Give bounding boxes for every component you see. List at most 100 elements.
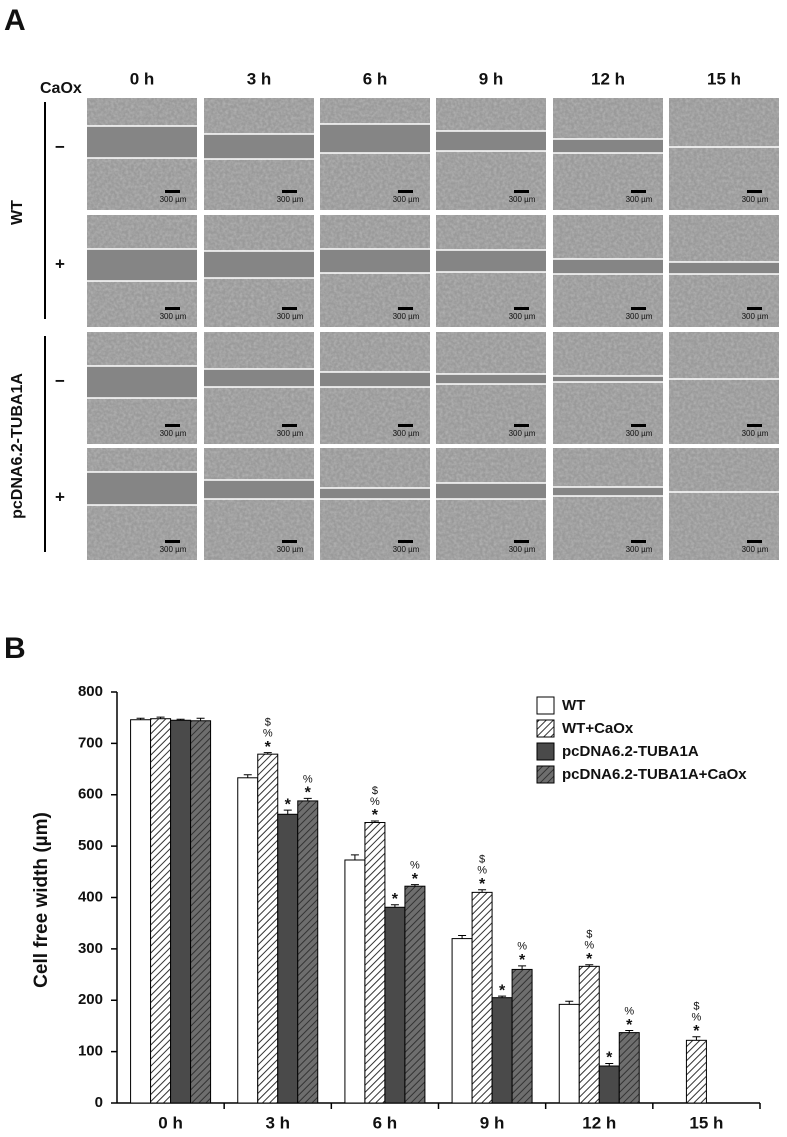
bar (170, 719, 192, 1104)
scale-label: 300 µm (160, 545, 187, 554)
bar (190, 720, 212, 1104)
bar (237, 777, 259, 1104)
bar (491, 997, 513, 1104)
error-bar (498, 995, 507, 998)
y-tick-label: 600 (78, 786, 103, 803)
y-tick-label: 100 (78, 1043, 103, 1060)
scale-label: 300 µm (277, 429, 304, 438)
panel-label: B (4, 632, 26, 665)
y-tick-label: 300 (78, 940, 103, 957)
y-tick-label: 200 (78, 991, 103, 1008)
bar (130, 719, 152, 1104)
significance-mark: * (265, 739, 272, 756)
row-label: + (55, 487, 65, 506)
wound-gap (553, 259, 663, 274)
scale-label: 300 µm (626, 312, 653, 321)
error-bar (136, 717, 145, 720)
scale-bar (631, 540, 646, 543)
scale-bar (165, 424, 180, 427)
scale-label: 300 µm (742, 195, 769, 204)
scale-label: 300 µm (626, 429, 653, 438)
wound-gap (436, 374, 546, 384)
scale-bar (282, 540, 297, 543)
significance-mark: * (479, 876, 486, 893)
bar (511, 968, 533, 1104)
legend-swatch (536, 765, 555, 784)
legend-label: pcDNA6.2-TUBA1A+CaOx (562, 766, 747, 783)
error-bar (156, 716, 165, 719)
error-bar (196, 717, 205, 721)
group-label: pcDNA6.2-TUBA1A (9, 373, 26, 519)
micrograph-texture (553, 448, 663, 560)
error-bar (625, 1030, 634, 1033)
x-tick-label: 12 h (582, 1113, 616, 1132)
error-bar (303, 797, 312, 801)
bar (618, 1032, 640, 1104)
legend-label: WT+CaOx (562, 720, 634, 737)
error-bar (370, 820, 379, 823)
wound-gap (553, 139, 663, 153)
scale-bar (398, 190, 413, 193)
scale-bar (631, 190, 646, 193)
micrograph-texture (436, 448, 546, 560)
x-tick-label: 6 h (373, 1113, 398, 1132)
micrograph-texture (204, 332, 314, 444)
wound-gap (204, 480, 314, 499)
significance-mark: % (303, 773, 313, 785)
scale-label: 300 µm (742, 312, 769, 321)
scale-bar (631, 424, 646, 427)
significance-mark: % (517, 941, 527, 953)
wound-gap (87, 126, 197, 158)
column-label: 12 h (591, 69, 625, 88)
error-bar (458, 935, 467, 939)
x-tick-label: 0 h (158, 1113, 183, 1132)
error-bar (518, 965, 527, 970)
significance-mark: % (410, 860, 420, 872)
significance-mark: * (626, 1017, 633, 1034)
error-bar (585, 964, 594, 967)
significance-mark: * (392, 891, 399, 908)
error-bar (243, 774, 252, 778)
legend-swatch (536, 719, 555, 738)
legend-swatch (536, 742, 555, 761)
y-tick-label: 400 (78, 888, 103, 905)
error-bar (350, 854, 359, 860)
scale-label: 300 µm (626, 545, 653, 554)
bar (451, 938, 473, 1104)
scale-bar (747, 190, 762, 193)
significance-mark: $ (693, 1001, 699, 1013)
scale-label: 300 µm (277, 195, 304, 204)
scale-label: 300 µm (509, 429, 536, 438)
scale-bar (165, 190, 180, 193)
y-tick-label: 800 (78, 683, 103, 700)
wound-gap (320, 372, 430, 387)
y-axis-label: Cell free width (µm) (31, 812, 52, 988)
scale-bar (165, 307, 180, 310)
bar (598, 1065, 620, 1104)
scale-label: 300 µm (626, 195, 653, 204)
row-label: − (55, 371, 65, 390)
scale-bar (282, 190, 297, 193)
scale-bar (747, 307, 762, 310)
bar (150, 718, 172, 1104)
significance-mark: $ (479, 854, 485, 866)
scale-label: 300 µm (160, 195, 187, 204)
micrograph-texture (669, 98, 779, 210)
scale-label: 300 µm (277, 312, 304, 321)
bar (685, 1039, 707, 1104)
column-label: 15 h (707, 69, 741, 88)
corner-label: CaOx (40, 80, 82, 97)
micrograph-texture (436, 332, 546, 444)
error-bar (390, 904, 399, 908)
column-label: 0 h (130, 69, 155, 88)
bar (277, 813, 299, 1104)
significance-mark: * (606, 1050, 613, 1067)
bar (297, 800, 319, 1104)
wound-gap (204, 134, 314, 159)
x-tick-label: 9 h (480, 1113, 505, 1132)
scale-bar (747, 424, 762, 427)
panel-label: A (4, 4, 26, 37)
legend-swatch (536, 696, 555, 715)
wound-gap (87, 472, 197, 505)
